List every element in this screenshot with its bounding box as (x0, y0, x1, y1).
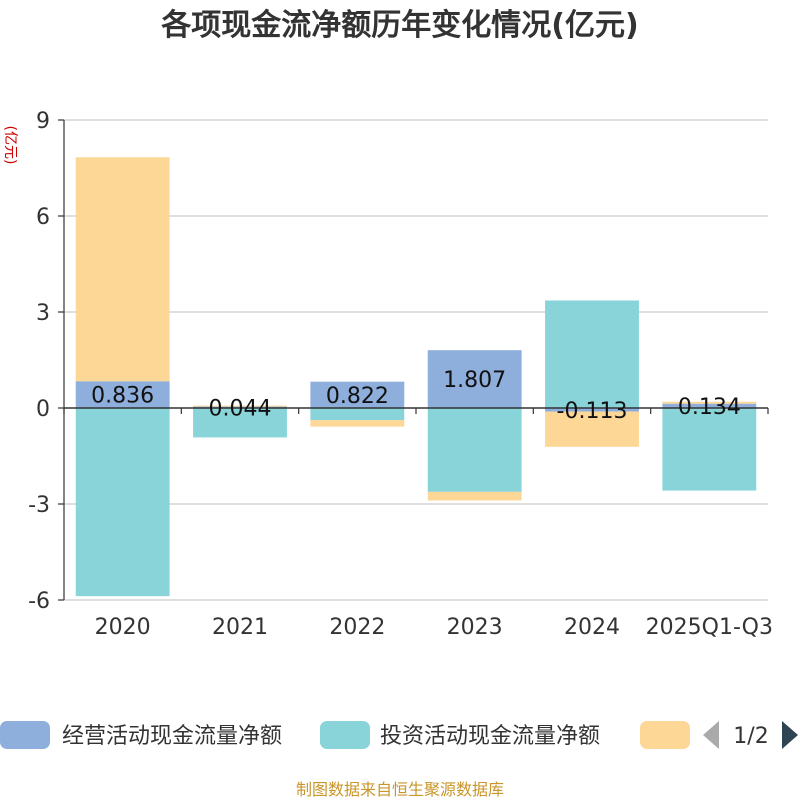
data-label: 0.822 (326, 384, 389, 409)
data-labels: 0.836 0.044 0.822 1.807 -0.113 0.134 (91, 368, 741, 424)
legend-next-icon[interactable] (782, 721, 798, 749)
x-tick-label: 2022 (329, 615, 385, 640)
bar-segment-1-2024[interactable] (545, 408, 639, 412)
legend-swatch-2[interactable] (320, 721, 370, 749)
y-axis-unit: (亿元) (2, 126, 18, 165)
grid-lines (64, 119, 768, 601)
x-tick-label: 2020 (95, 615, 151, 640)
legend-swatch-3[interactable] (640, 721, 690, 749)
y-tick-label: -3 (28, 493, 50, 518)
bar-segment-3-2022[interactable] (310, 420, 405, 427)
x-tick-label: 2024 (564, 615, 620, 640)
y-tick-label: 0 (36, 397, 50, 422)
y-tick-label: 6 (36, 205, 50, 230)
bar-segment-2-2022[interactable] (310, 408, 405, 421)
legend-prev-icon[interactable] (703, 721, 719, 749)
bar-segment-2-2024[interactable] (545, 300, 639, 408)
legend-page-indicator: 1/2 (733, 724, 768, 749)
bar-segment-2-2023[interactable] (427, 408, 522, 492)
bar-segment-1-2023[interactable] (427, 350, 522, 408)
data-label: 1.807 (443, 368, 506, 393)
bar-segment-3-2023[interactable] (427, 491, 522, 501)
x-tick-label: 2023 (447, 615, 503, 640)
legend-swatch-1[interactable] (0, 721, 50, 749)
legend-label-2[interactable]: 投资活动现金流量净额 (380, 724, 600, 749)
bar-segment-1-2025Q1-Q3[interactable] (662, 403, 757, 408)
chart-title: 各项现金流净额历年变化情况(亿元) (160, 8, 638, 43)
bar-segment-3-2020[interactable] (75, 157, 170, 382)
bar-segment-3-2021[interactable] (193, 405, 287, 407)
y-tick-label: -6 (28, 589, 50, 614)
bar-segment-1-2022[interactable] (310, 381, 405, 408)
data-label: 0.836 (91, 384, 154, 409)
bar-segment-2-2025Q1-Q3[interactable] (662, 408, 757, 491)
bar-segment-3-2025Q1-Q3[interactable] (662, 401, 757, 404)
bars (75, 157, 757, 597)
axes: 9 6 3 0 -3 -6 2020 2021 2022 2023 2024 2025Q1-Q3 (28, 109, 773, 640)
y-tick-label: 9 (36, 109, 50, 134)
data-label: -0.113 (557, 399, 628, 424)
x-tick-label: 2025Q1-Q3 (646, 615, 773, 640)
legend: 经营活动现金流量净额投资活动现金流量净额筹资活动现金流量净额1/2 (0, 721, 798, 749)
bar-segment-1-2020[interactable] (75, 381, 170, 408)
data-source-note: 制图数据来自恒生聚源数据库 (296, 780, 504, 799)
bar-segment-2-2021[interactable] (193, 408, 287, 438)
data-label: 0.044 (209, 396, 272, 421)
bar-segment-2-2020[interactable] (75, 408, 170, 597)
bar-segment-3-2024[interactable] (545, 411, 639, 447)
y-tick-label: 3 (36, 301, 50, 326)
legend-label-1[interactable]: 经营活动现金流量净额 (62, 724, 282, 749)
x-tick-label: 2021 (212, 615, 268, 640)
data-label: 0.134 (678, 395, 741, 420)
